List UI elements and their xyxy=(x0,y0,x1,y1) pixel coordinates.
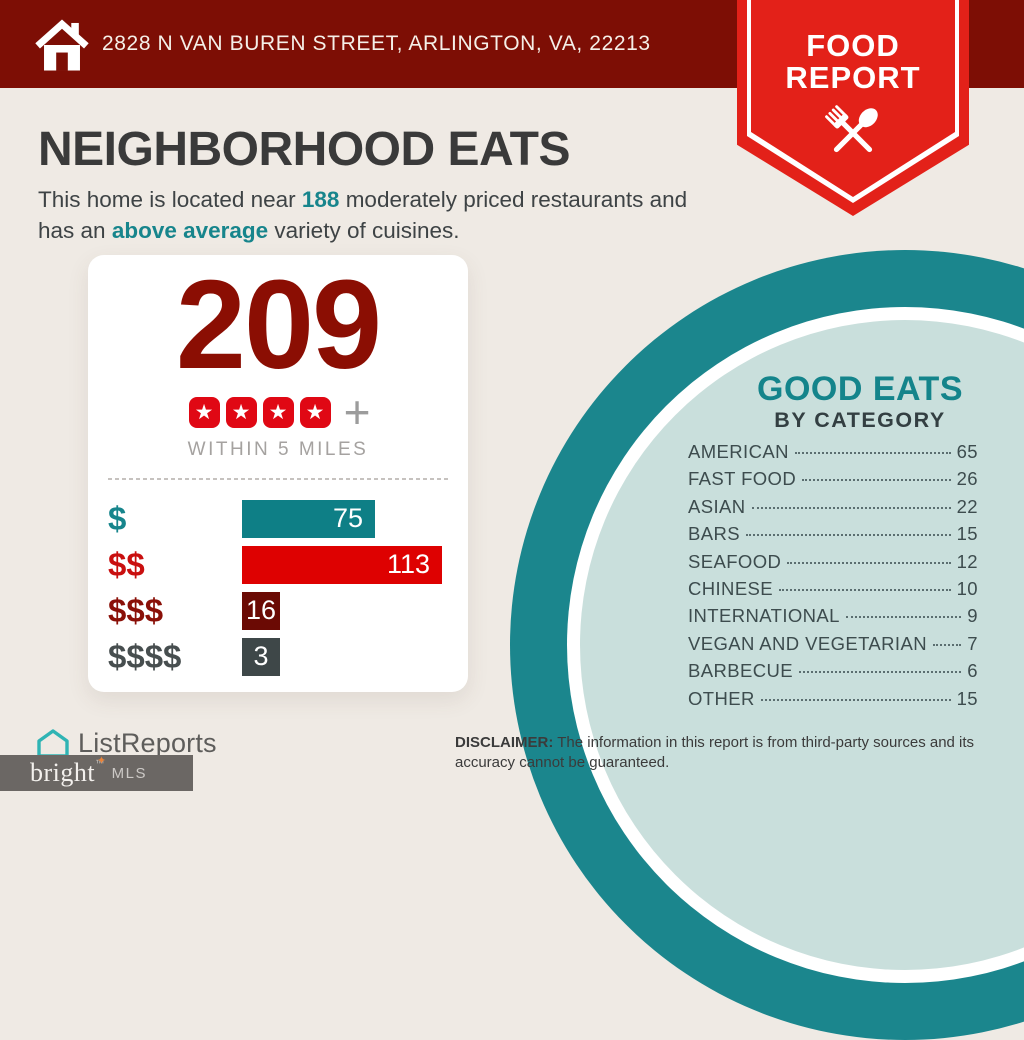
star-rating: ★ ★ ★ ★ + xyxy=(88,386,468,439)
category-value: 9 xyxy=(967,605,978,627)
badge-title-line2: REPORT xyxy=(785,60,921,95)
category-label: VEGAN AND VEGETARIAN xyxy=(688,632,927,654)
category-value: 12 xyxy=(956,550,978,572)
dotted-leader xyxy=(932,643,962,646)
bright-wordmark: bright™ ✦ xyxy=(30,755,107,787)
star-icon: ★ xyxy=(262,396,294,428)
listreports-wordmark: ListReports xyxy=(78,728,217,758)
category-value: 15 xyxy=(956,687,978,709)
brightmls-logo: bright™ ✦ MLS xyxy=(0,755,193,791)
category-row: ASIAN 22 xyxy=(688,496,978,523)
spark-icon: ✦ xyxy=(96,755,107,767)
category-value: 65 xyxy=(956,441,978,462)
price-bar-value: 113 xyxy=(386,549,430,580)
category-value: 10 xyxy=(956,577,978,599)
dotted-leader xyxy=(787,561,951,564)
mls-wordmark: MLS xyxy=(111,764,147,782)
category-row: OTHER 15 xyxy=(688,688,978,715)
radius-label: WITHIN 5 MILES xyxy=(187,438,369,460)
house-outline-icon xyxy=(37,729,69,758)
dotted-leader xyxy=(745,534,951,537)
category-row: CHINESE 10 xyxy=(688,578,978,605)
dotted-leader xyxy=(845,616,962,619)
price-bar: 3 xyxy=(242,637,280,676)
categories-title: GOOD EATS xyxy=(757,370,963,408)
star-icon: ★ xyxy=(225,396,257,428)
intro-text: This home is located near 188 moderately… xyxy=(38,187,688,243)
category-row: SEAFOOD 12 xyxy=(688,551,978,578)
price-bar: 16 xyxy=(242,591,280,630)
price-bar-value: 16 xyxy=(245,595,277,626)
price-tier-label: $$ xyxy=(108,545,145,583)
category-label: INTERNATIONAL xyxy=(688,605,840,627)
category-label: BARS xyxy=(688,523,740,545)
star-icon: ★ xyxy=(299,396,331,428)
price-bar: 113 xyxy=(242,545,442,584)
summary-card: 209 ★ ★ ★ ★ + WITHIN 5 MILES $75 $$ 113 $$$ 16 $$… xyxy=(88,255,468,692)
badge-title-line1: FOOD xyxy=(806,28,900,63)
price-tier-label: $ xyxy=(108,499,127,537)
star-icon: ★ xyxy=(188,396,220,428)
category-label: AMERICAN xyxy=(688,441,789,462)
dotted-leader xyxy=(794,452,951,454)
food-report-badge: FOOD REPORT xyxy=(737,0,969,216)
disclaimer: DISCLAIMER: The information in this repo… xyxy=(455,734,975,772)
property-address: 2828 N VAN BUREN STREET, ARLINGTON, VA, … xyxy=(102,32,651,55)
category-row: BARBECUE 6 xyxy=(688,660,978,687)
price-bar-row: $$$ 16 xyxy=(88,591,468,630)
dotted-leader xyxy=(802,479,951,482)
trademark-symbol: ™ xyxy=(95,758,105,768)
price-bar: 75 xyxy=(242,499,375,538)
category-label: FAST FOOD xyxy=(688,468,797,490)
listreports-logo: ListReports xyxy=(36,728,217,759)
category-row: AMERICAN 65 xyxy=(688,441,978,468)
category-value: 7 xyxy=(967,632,978,654)
variety-highlight: above average xyxy=(111,217,269,243)
category-label: ASIAN xyxy=(688,495,746,517)
dashed-divider xyxy=(108,477,448,480)
restaurant-count: 188 xyxy=(301,187,340,212)
dotted-leader xyxy=(779,588,951,591)
category-label: BARBECUE xyxy=(688,660,793,682)
plus-icon: + xyxy=(343,386,371,439)
price-bar-value: 3 xyxy=(253,641,269,672)
dotted-leader xyxy=(760,698,951,701)
home-icon xyxy=(35,19,89,71)
category-label: OTHER xyxy=(688,687,755,709)
category-label: CHINESE xyxy=(688,577,774,599)
category-row: BARS 15 xyxy=(688,523,978,550)
price-tier-label: $$$$ xyxy=(108,637,182,675)
utensils-icon xyxy=(825,105,878,153)
price-bar-row: $$$$ 3 xyxy=(88,637,468,676)
category-value: 22 xyxy=(956,495,978,517)
category-row: VEGAN AND VEGETARIAN 7 xyxy=(688,633,978,660)
page-title: NEIGHBORHOOD EATS xyxy=(38,123,570,176)
dotted-leader xyxy=(751,506,951,509)
price-bar-value: 75 xyxy=(332,503,363,534)
category-value: 26 xyxy=(956,468,978,490)
category-row: INTERNATIONAL 9 xyxy=(688,605,978,632)
total-restaurants: 209 xyxy=(175,254,382,395)
categories-subtitle: BY CATEGORY xyxy=(774,408,946,432)
price-bar-row: $75 xyxy=(88,499,468,538)
price-tier-label: $$$ xyxy=(108,591,164,629)
categories-list: AMERICAN 65 FAST FOOD 26 ASIAN 22 BARS 15 SEAFOO… xyxy=(688,441,978,715)
disclaimer-label: DISCLAIMER: xyxy=(455,734,554,751)
category-label: SEAFOOD xyxy=(688,550,782,572)
category-value: 15 xyxy=(956,523,978,545)
price-bar-row: $$ 113 xyxy=(88,545,468,584)
category-value: 6 xyxy=(967,660,978,682)
price-bar-chart: $75 $$ 113 $$$ 16 $$$$ 3 xyxy=(88,499,468,676)
category-row: FAST FOOD 26 xyxy=(688,468,978,495)
dotted-leader xyxy=(798,671,962,674)
